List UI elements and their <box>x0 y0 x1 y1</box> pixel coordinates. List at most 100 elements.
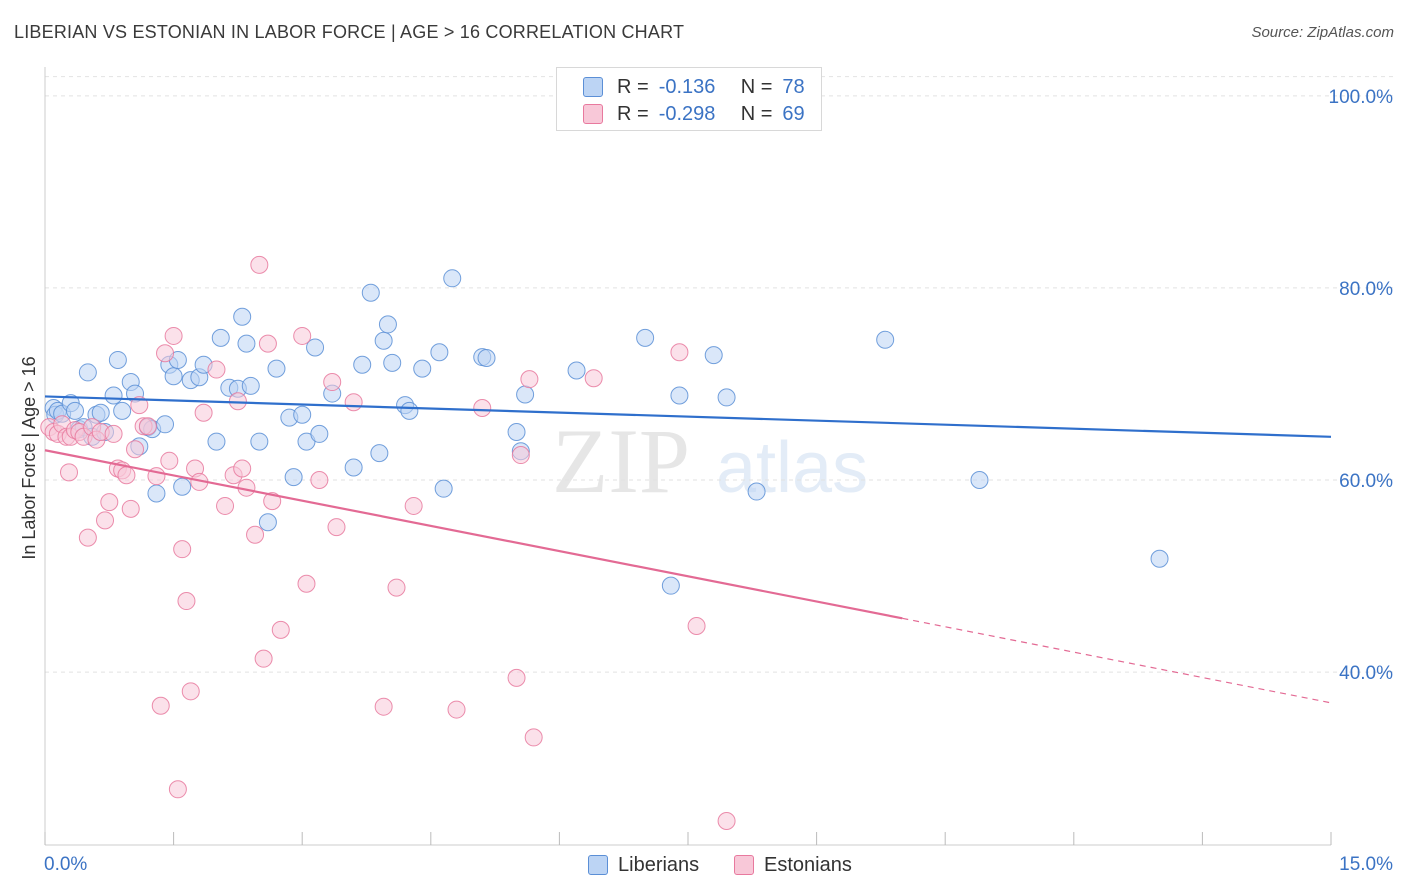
estonian-point <box>687 617 706 636</box>
liberian-trend-line <box>44 395 1332 438</box>
estonian-point <box>100 493 119 512</box>
estonian-point <box>293 326 312 345</box>
estonian-point <box>511 446 530 465</box>
estonian-point <box>447 700 466 719</box>
estonian-point <box>177 592 196 611</box>
estonian-point <box>584 369 603 388</box>
watermark-zip: ZIP <box>552 410 690 512</box>
liberian-point <box>91 403 110 422</box>
legend-row-estonians: R = -0.298 N = 69 <box>583 101 805 127</box>
estonian-point <box>374 697 393 716</box>
estonian-point <box>121 499 140 518</box>
liberian-point <box>370 444 389 463</box>
liberian-point <box>147 484 166 503</box>
liberian-point <box>66 401 85 420</box>
estonian-point <box>344 393 363 412</box>
liberian-point <box>378 315 397 334</box>
estonian-point <box>233 459 252 478</box>
liberian-point <box>374 331 393 350</box>
estonian-point <box>271 620 290 639</box>
liberians-legend-swatch <box>588 855 608 875</box>
liberian-point <box>507 422 526 441</box>
liberian-point <box>250 432 269 451</box>
liberian-point <box>353 355 372 374</box>
liberian-point <box>970 471 989 490</box>
estonian-point <box>138 417 157 436</box>
liberian-point <box>876 330 895 349</box>
estonian-point <box>126 440 145 459</box>
legend-item-estonians: Estonians <box>734 852 852 878</box>
y-tick-label: 60.0% <box>1339 471 1393 492</box>
liberian-point <box>413 359 432 378</box>
liberian-point <box>113 401 132 420</box>
liberian-point <box>430 343 449 362</box>
legend-item-liberians: Liberians <box>588 852 699 878</box>
legend-row-liberians: R = -0.136 N = 78 <box>583 74 805 100</box>
y-tick-label: 100.0% <box>1329 87 1394 108</box>
correlation-legend: R = -0.136 N = 78 R = -0.298 N = 69 <box>556 67 822 131</box>
liberian-point <box>306 338 325 357</box>
estonian-point <box>258 334 277 353</box>
chart-title: LIBERIAN VS ESTONIAN IN LABOR FORCE | AG… <box>14 22 685 42</box>
estonian-point <box>387 578 406 597</box>
estonian-point <box>207 360 226 379</box>
estonian-point <box>156 344 175 363</box>
trend-lines <box>44 395 1332 704</box>
liberian-point <box>284 468 303 487</box>
r-value: -0.136 <box>658 75 716 98</box>
estonian-point <box>173 540 192 559</box>
estonian-point <box>246 525 265 544</box>
liberian-point <box>434 479 453 498</box>
liberian-point <box>383 353 402 372</box>
liberian-point <box>661 576 680 595</box>
liberian-point <box>717 388 736 407</box>
estonian-point <box>96 511 115 530</box>
liberian-point <box>1150 549 1169 568</box>
y-tick-label: 80.0% <box>1339 279 1393 300</box>
liberian-point <box>567 361 586 380</box>
liberian-point <box>477 349 496 368</box>
liberian-point <box>207 432 226 451</box>
estonian-point <box>160 451 179 470</box>
data-points <box>40 255 1169 830</box>
n-label: N = <box>740 75 773 98</box>
estonian-point <box>60 463 79 482</box>
estonian-point <box>254 649 273 668</box>
estonian-point <box>717 811 736 830</box>
r-value: -0.298 <box>658 102 716 125</box>
estonian-point <box>130 396 149 415</box>
estonian-point <box>520 370 539 389</box>
liberian-point <box>361 283 380 302</box>
estonian-point <box>181 682 200 701</box>
estonian-point <box>323 373 342 392</box>
tick-labels: 40.0% 60.0% 80.0% 100.0% 0.0% 15.0% <box>44 87 1393 875</box>
estonians-swatch <box>583 104 603 124</box>
r-label: R = <box>617 75 649 98</box>
liberian-point <box>241 376 260 395</box>
liberian-point <box>104 386 123 405</box>
liberian-point <box>211 328 230 347</box>
liberian-point <box>747 482 766 501</box>
liberian-point <box>400 401 419 420</box>
estonian-point <box>473 398 492 417</box>
y-tick-label: 40.0% <box>1339 663 1393 684</box>
liberian-point <box>173 477 192 496</box>
liberian-point <box>156 415 175 434</box>
estonian-point <box>117 466 136 485</box>
liberian-point <box>108 350 127 369</box>
estonian-point <box>297 574 316 593</box>
r-label: R = <box>617 102 649 125</box>
estonian-point <box>216 496 235 515</box>
estonian-point <box>78 528 97 547</box>
liberian-point <box>237 334 256 353</box>
estonian-point <box>263 492 282 511</box>
estonians-legend-swatch <box>734 855 754 875</box>
estonian-point <box>104 424 123 443</box>
liberian-point <box>78 363 97 382</box>
liberian-point <box>164 367 183 386</box>
estonian-point <box>164 326 183 345</box>
estonian-point <box>507 668 526 687</box>
estonian-point <box>327 518 346 537</box>
liberian-point <box>310 424 329 443</box>
